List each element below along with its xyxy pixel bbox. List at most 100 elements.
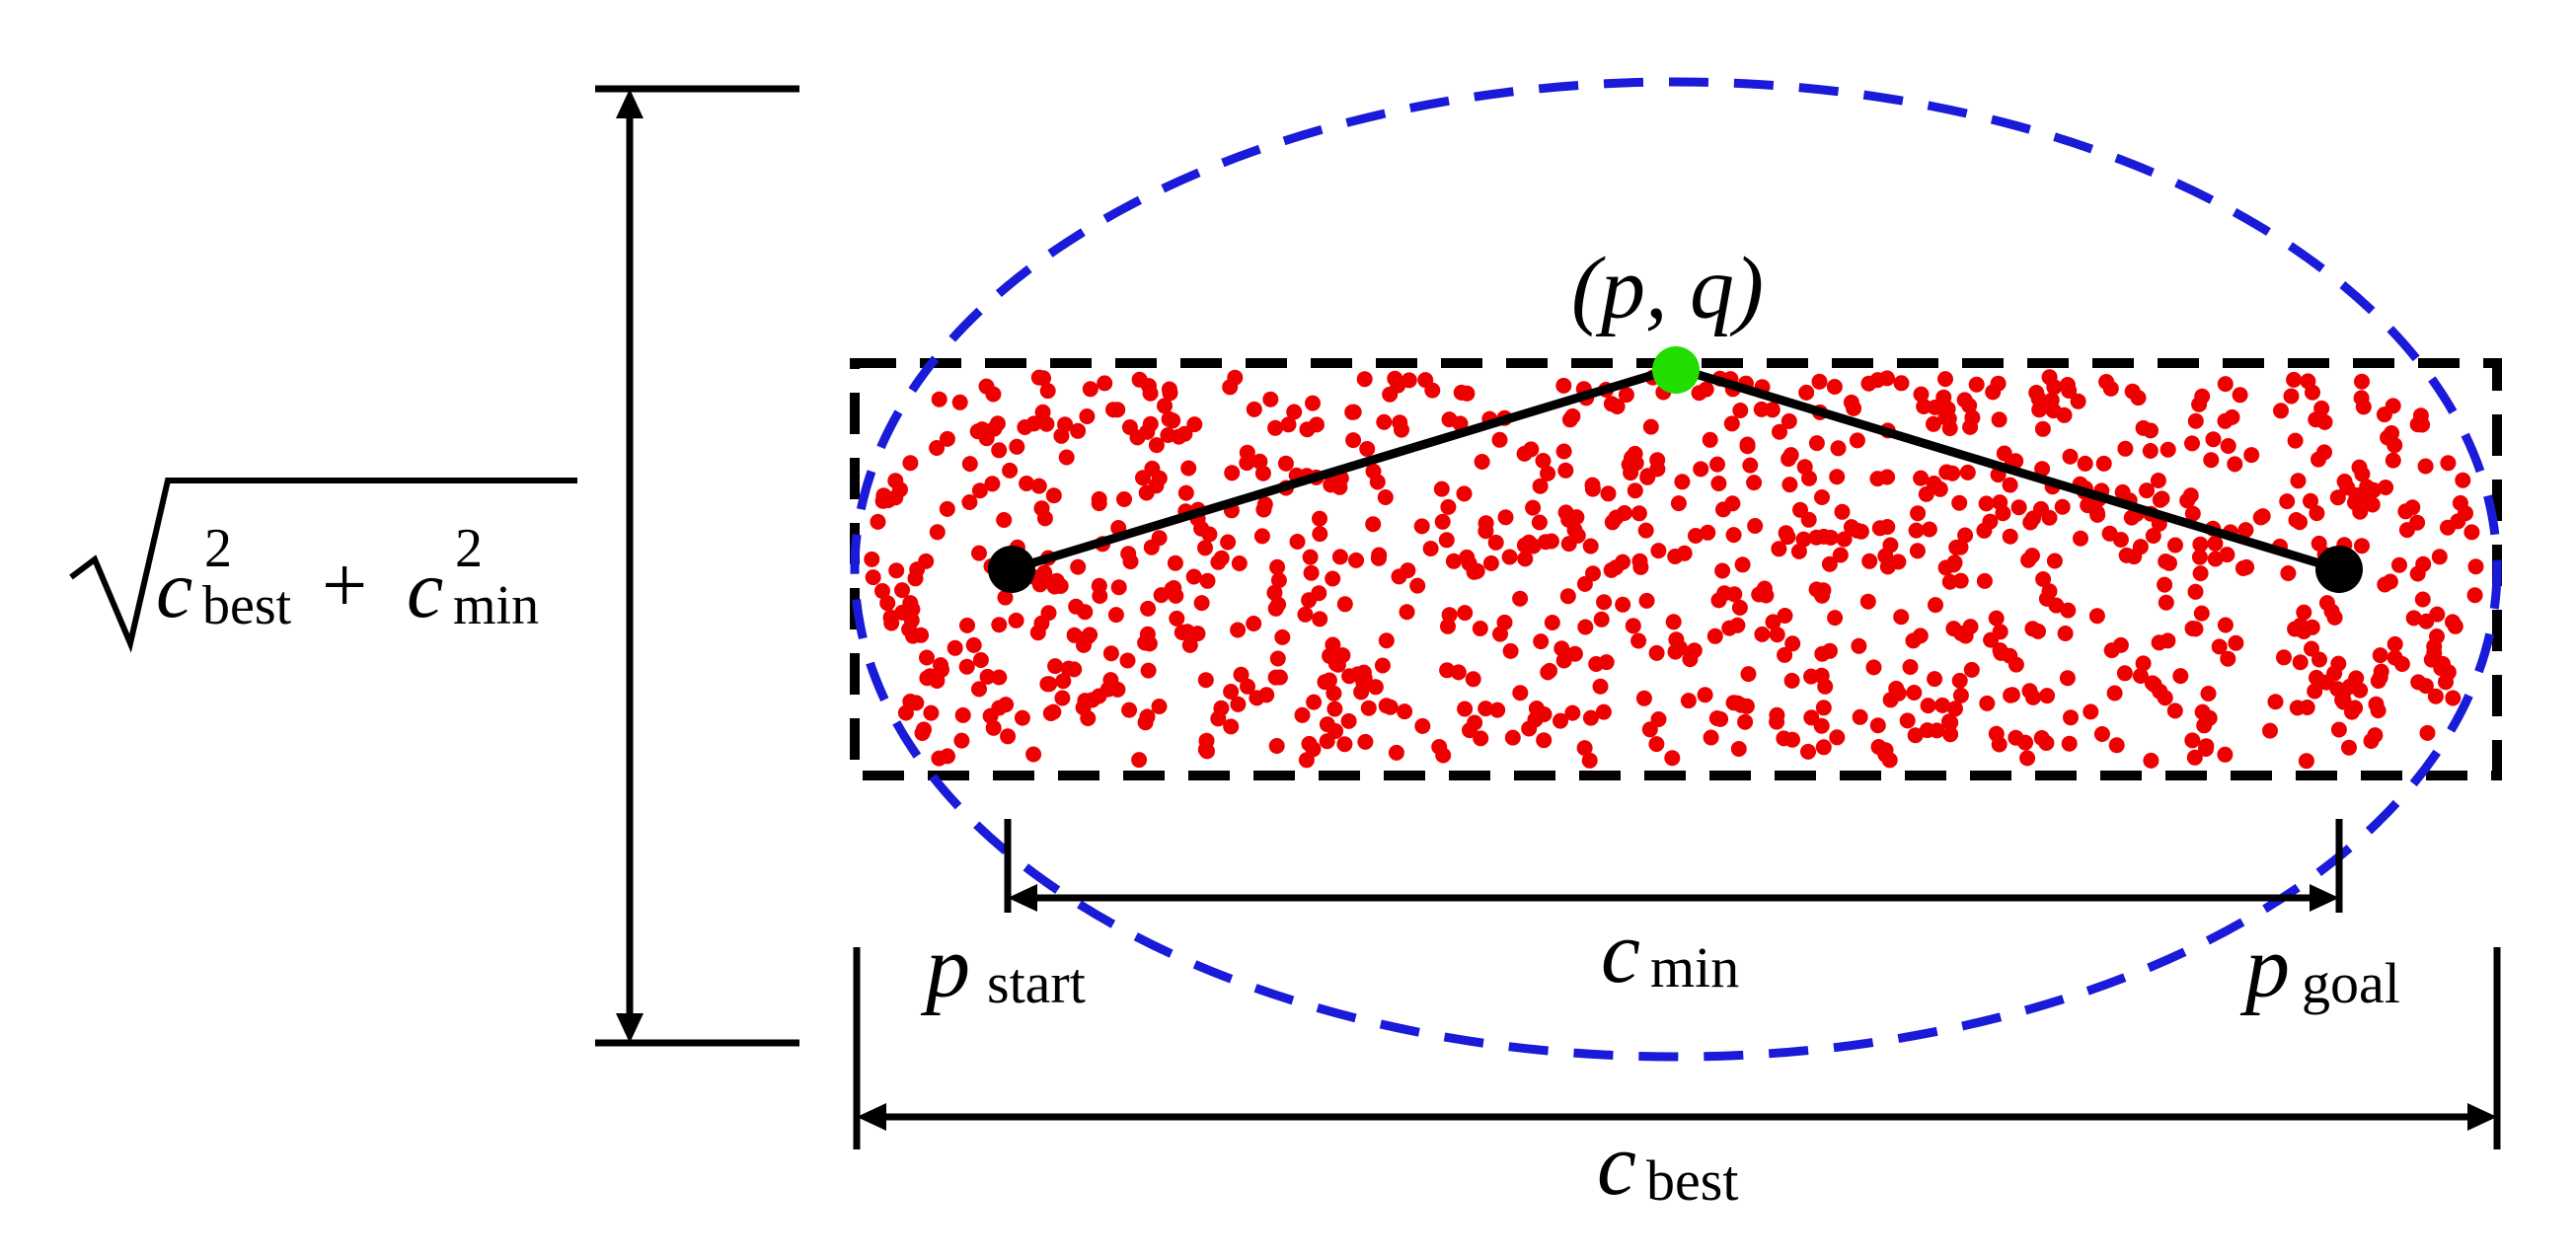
sample-point bbox=[1491, 431, 1508, 448]
sample-point bbox=[2440, 455, 2457, 472]
sample-point bbox=[991, 669, 1008, 686]
sample-point bbox=[1040, 605, 1057, 622]
sample-point bbox=[1066, 661, 1083, 678]
sample-point bbox=[929, 524, 946, 541]
sample-point bbox=[1934, 697, 1951, 713]
sample-point bbox=[1754, 626, 1771, 642]
sample-point bbox=[1014, 709, 1030, 726]
sample-point bbox=[1438, 532, 1455, 549]
sample-point bbox=[1497, 509, 1514, 526]
sample-point bbox=[2179, 492, 2196, 509]
sample-point bbox=[1456, 485, 1473, 502]
sample-point bbox=[2433, 660, 2450, 677]
sample-point bbox=[905, 628, 921, 644]
sample-point bbox=[2276, 649, 2292, 666]
sample-point bbox=[1274, 628, 1291, 645]
sample-point bbox=[1424, 382, 1441, 399]
sample-point bbox=[923, 704, 940, 721]
sample-point bbox=[1557, 462, 1574, 479]
sample-point bbox=[2017, 734, 2034, 751]
sample-point bbox=[1849, 522, 1865, 539]
sample-point bbox=[1951, 672, 1968, 689]
sample-point bbox=[1166, 580, 1182, 596]
sample-point bbox=[1992, 624, 2008, 640]
sample-point bbox=[1400, 562, 1416, 579]
sample-point bbox=[1109, 681, 1126, 698]
sample-point bbox=[1790, 543, 1807, 559]
sample-point bbox=[1627, 482, 1643, 499]
sample-point bbox=[1139, 423, 1156, 440]
sample-point bbox=[1312, 526, 1328, 543]
sample-point bbox=[2039, 688, 2056, 704]
sample-point bbox=[2387, 649, 2403, 666]
sample-point bbox=[2352, 682, 2369, 699]
sample-point bbox=[1058, 449, 1075, 466]
sample-point bbox=[903, 612, 920, 628]
sample-point bbox=[1769, 627, 1785, 643]
sample-point bbox=[1962, 619, 1979, 635]
sample-point bbox=[1829, 469, 1846, 485]
sample-points bbox=[864, 369, 2484, 770]
sample-point bbox=[1639, 469, 1656, 485]
sample-point bbox=[1947, 701, 1963, 717]
sample-point bbox=[1294, 706, 1311, 723]
sample-point bbox=[1893, 609, 1910, 626]
sample-point bbox=[2298, 753, 2314, 770]
sample-point bbox=[2083, 703, 2099, 720]
sample-point bbox=[1542, 662, 1557, 679]
sample-point bbox=[2054, 498, 2071, 515]
sample-point bbox=[1635, 690, 1652, 706]
sample-point bbox=[1030, 369, 1047, 386]
sample-point bbox=[1577, 619, 1594, 635]
sample-point bbox=[991, 442, 1008, 459]
sample-point bbox=[1105, 402, 1121, 418]
sample-point bbox=[1929, 722, 1945, 739]
sample-point bbox=[2057, 626, 2074, 641]
sample-point bbox=[2243, 447, 2260, 464]
sample-point bbox=[1795, 531, 1812, 548]
sample-point bbox=[2118, 547, 2135, 563]
sample-point bbox=[1450, 664, 1467, 681]
sample-point bbox=[1201, 526, 1218, 543]
sample-point bbox=[1543, 533, 1559, 550]
sample-point bbox=[2429, 628, 2445, 644]
sample-point bbox=[1246, 616, 1262, 631]
sample-point bbox=[1397, 703, 1413, 720]
sample-point bbox=[2398, 522, 2415, 539]
sample-point bbox=[2377, 576, 2393, 593]
sample-point bbox=[1140, 600, 1157, 617]
sample-point bbox=[1378, 632, 1395, 649]
pgoal-sub: goal bbox=[2302, 951, 2400, 1015]
sample-point bbox=[1784, 731, 1800, 748]
sample-point bbox=[1357, 733, 1374, 750]
sample-point bbox=[1031, 576, 1048, 593]
sample-point bbox=[1160, 427, 1176, 443]
sample-point bbox=[2211, 638, 2228, 655]
sample-point bbox=[879, 595, 896, 612]
sample-point bbox=[1937, 409, 1954, 426]
sample-point bbox=[1531, 514, 1548, 531]
sample-point bbox=[1388, 744, 1404, 761]
sample-point bbox=[1603, 561, 1620, 578]
sample-point bbox=[1920, 698, 1936, 714]
sample-point bbox=[1992, 494, 2008, 511]
sample-point bbox=[2378, 480, 2394, 495]
sample-point bbox=[1827, 610, 1844, 627]
sample-point bbox=[1621, 456, 1637, 473]
sample-point bbox=[1604, 514, 1621, 531]
sample-point bbox=[1618, 387, 1634, 404]
sample-point bbox=[1165, 412, 1181, 429]
sample-point bbox=[1433, 481, 1450, 497]
sample-point bbox=[1976, 572, 1993, 589]
sample-point bbox=[2038, 590, 2055, 607]
sample-point bbox=[1536, 732, 1553, 749]
sample-point bbox=[1642, 418, 1659, 435]
sample-point bbox=[1630, 505, 1647, 522]
sample-point bbox=[1140, 662, 1157, 679]
sample-point bbox=[1674, 474, 1691, 490]
sample-point bbox=[2427, 688, 2444, 704]
sample-point bbox=[1527, 711, 1544, 728]
sample-point bbox=[1177, 484, 1194, 501]
sample-point bbox=[1632, 558, 1649, 575]
sample-point bbox=[2098, 374, 2115, 390]
